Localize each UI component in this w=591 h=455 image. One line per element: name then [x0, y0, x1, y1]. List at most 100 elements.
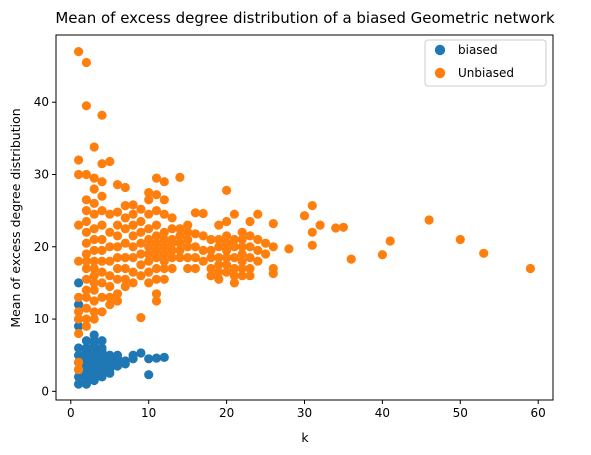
point-unbiased [151, 173, 162, 183]
point-unbiased [424, 215, 434, 225]
point-unbiased [74, 314, 84, 324]
point-unbiased [183, 263, 193, 274]
point-unbiased [120, 224, 130, 234]
point-unbiased [214, 274, 224, 284]
point-unbiased [89, 173, 99, 183]
point-unbiased [151, 190, 162, 200]
point-unbiased [81, 256, 91, 266]
point-unbiased [112, 220, 123, 230]
point-unbiased [81, 169, 91, 180]
point-biased [81, 336, 91, 346]
point-unbiased [120, 281, 130, 292]
point-unbiased [338, 222, 348, 232]
point-unbiased [105, 271, 115, 281]
point-unbiased [74, 307, 84, 317]
point-unbiased [222, 216, 232, 227]
point-unbiased [128, 267, 138, 277]
point-unbiased [97, 110, 107, 120]
point-unbiased [253, 234, 263, 245]
point-unbiased [74, 220, 84, 230]
point-unbiased [81, 285, 91, 295]
point-unbiased [81, 216, 91, 227]
point-unbiased [183, 234, 193, 245]
x-axis: 0 10 20 30 40 50 60 [67, 400, 546, 420]
point-unbiased [214, 220, 224, 230]
point-unbiased [136, 238, 146, 248]
point-unbiased [136, 271, 146, 281]
point-unbiased [74, 47, 84, 57]
point-biased [159, 352, 169, 362]
point-unbiased [89, 314, 99, 324]
point-unbiased [151, 289, 162, 299]
point-unbiased [214, 242, 224, 252]
legend-label-unbiased: Unbiased [458, 66, 514, 80]
point-unbiased [97, 256, 107, 266]
point-unbiased [89, 278, 99, 288]
point-unbiased [222, 260, 232, 270]
point-unbiased [89, 245, 99, 255]
point-unbiased [97, 267, 107, 277]
point-unbiased [136, 313, 146, 323]
point-unbiased [144, 188, 154, 198]
point-unbiased [120, 263, 130, 274]
point-unbiased [183, 220, 193, 230]
point-unbiased [346, 254, 356, 264]
point-unbiased [89, 198, 99, 208]
x-axis-label: k [301, 430, 309, 445]
point-unbiased [237, 234, 247, 245]
point-unbiased [97, 234, 107, 245]
point-unbiased [190, 263, 200, 274]
point-unbiased [89, 296, 99, 306]
y-tick-label: 10 [34, 312, 49, 326]
point-unbiased [159, 242, 169, 252]
point-unbiased [81, 57, 91, 68]
point-unbiased [89, 142, 99, 152]
x-tick-label: 0 [67, 406, 75, 420]
point-unbiased [222, 185, 232, 195]
point-unbiased [175, 231, 185, 241]
point-unbiased [81, 249, 91, 259]
point-unbiased [128, 220, 138, 230]
point-unbiased [183, 242, 193, 252]
point-unbiased [81, 206, 91, 216]
point-unbiased [105, 292, 115, 302]
point-unbiased [261, 238, 271, 248]
point-unbiased [525, 263, 536, 274]
legend-box [424, 39, 547, 87]
point-unbiased [175, 253, 185, 263]
point-unbiased [81, 195, 91, 205]
point-unbiased [222, 245, 232, 255]
point-unbiased [167, 253, 177, 263]
point-unbiased [144, 267, 154, 277]
legend: biased Unbiased [424, 39, 547, 87]
point-unbiased [237, 271, 247, 281]
point-biased [74, 350, 84, 360]
point-unbiased [105, 156, 115, 167]
point-unbiased [237, 227, 247, 237]
point-unbiased [144, 209, 154, 219]
point-unbiased [159, 274, 169, 284]
point-unbiased [151, 206, 162, 216]
point-biased [128, 350, 138, 360]
point-unbiased [245, 216, 255, 227]
point-biased [74, 300, 84, 310]
x-tick-label: 10 [141, 406, 156, 420]
point-biased [74, 278, 84, 288]
x-tick-label: 20 [219, 406, 234, 420]
point-unbiased [151, 238, 162, 248]
point-unbiased [74, 357, 84, 367]
point-unbiased [190, 242, 200, 252]
point-unbiased [144, 242, 154, 252]
point-unbiased [307, 240, 317, 250]
point-unbiased [268, 242, 278, 252]
point-unbiased [136, 260, 146, 270]
point-unbiased [120, 238, 130, 248]
point-unbiased [214, 260, 224, 270]
point-unbiased [315, 220, 325, 230]
point-unbiased [206, 245, 216, 255]
point-unbiased [151, 263, 162, 274]
point-biased [112, 350, 123, 360]
point-unbiased [229, 263, 239, 274]
point-unbiased [112, 263, 123, 274]
